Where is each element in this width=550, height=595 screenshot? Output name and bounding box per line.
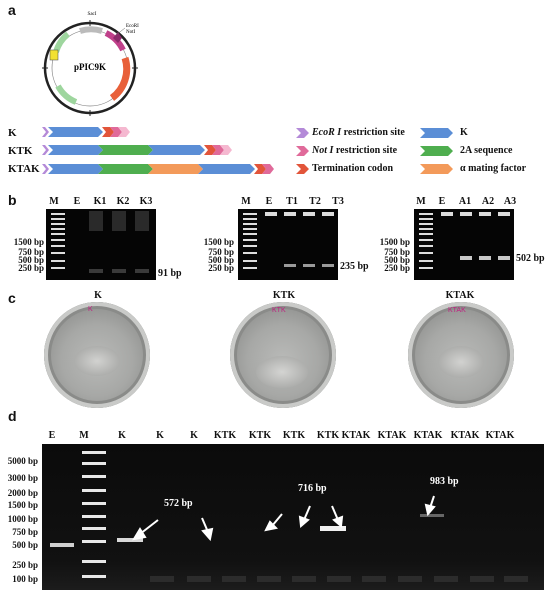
- lane-label: T3: [332, 196, 344, 207]
- ladder-label: 750 bp: [208, 247, 234, 257]
- lane-label: E: [438, 196, 446, 207]
- gel-d-lane-label: KTK: [213, 430, 237, 441]
- legend-2a: 2A sequence: [460, 145, 513, 156]
- legend-noti: Not I restriction site: [312, 145, 398, 156]
- ladder-label: 1500 bp: [7, 500, 38, 510]
- panel-a-label: a: [8, 2, 16, 18]
- legend-swatches-right: [420, 128, 453, 174]
- panel-d-label: d: [8, 408, 17, 424]
- gel-d-lane-label: KTK: [316, 430, 340, 441]
- lane-label: A3: [503, 196, 517, 207]
- legend-termination: Termination codon: [312, 163, 394, 174]
- legend-alpha: α mating factor: [460, 163, 527, 174]
- plate-mark: KTAK: [448, 307, 466, 314]
- ladder-label: 2000 bp: [7, 488, 38, 498]
- construct-ktk: [42, 145, 232, 155]
- ladder-label: 1500 bp: [203, 237, 234, 247]
- gel-d-lane-label: K: [156, 430, 164, 441]
- plate-label-ktak: KTAK: [445, 290, 475, 301]
- gel-d-lane-label: KTAK: [413, 430, 443, 441]
- construct-label-ktk: KTK: [8, 145, 33, 157]
- construct-label-k: K: [8, 127, 17, 139]
- panel-b-label: b: [8, 192, 17, 208]
- lane-label: T2: [309, 196, 321, 207]
- site-ecori: EcoRI: [126, 24, 139, 29]
- lane-label: E: [73, 196, 81, 207]
- construct-diagram: [42, 127, 274, 174]
- plate-ktak: KTAK: [408, 302, 514, 408]
- product-size-label: 235 bp: [340, 261, 369, 272]
- ladder-label: 5000 bp: [7, 456, 38, 466]
- ladder-label: 1500 bp: [13, 237, 44, 247]
- plasmid-name: pPIC9K: [74, 62, 106, 72]
- gel-d-lane-label: KTAK: [377, 430, 407, 441]
- lane-label: K1: [93, 196, 107, 207]
- band-label-572: 572 bp: [164, 498, 193, 509]
- plasmid-map: pPIC9K SacI EcoRI NotI: [42, 12, 139, 116]
- ladder-label: 500 bp: [208, 255, 234, 265]
- ladder-label: 250 bp: [384, 263, 410, 273]
- construct-label-ktak: KTAK: [8, 163, 40, 175]
- ladder-label: 100 bp: [12, 574, 38, 584]
- ladder-label: 750 bp: [12, 527, 38, 537]
- gel-d-lane-label: KTK: [248, 430, 272, 441]
- product-size-label: 91 bp: [158, 268, 182, 279]
- plate-k: K: [44, 302, 150, 408]
- ladder-label: 250 bp: [12, 560, 38, 570]
- ladder-label: 1500 bp: [379, 237, 410, 247]
- lane-label: A1: [458, 196, 472, 207]
- ladder-label: 250 bp: [208, 263, 234, 273]
- gel-d-lane-label: KTAK: [450, 430, 480, 441]
- plate-label-ktk: KTK: [272, 290, 296, 301]
- gel-d-lane-label: KTAK: [485, 430, 515, 441]
- legend-swatches-left: [296, 128, 309, 174]
- gel-d-lane-label: E: [48, 430, 56, 441]
- legend-ecori: EcoR I restriction site: [312, 127, 405, 138]
- gel-d-lane-label: M: [79, 430, 89, 441]
- product-size-label: 502 bp: [516, 253, 545, 264]
- gel-d-lane-label: K: [118, 430, 126, 441]
- ladder-label: 500 bp: [18, 255, 44, 265]
- plate-mark: KTK: [272, 307, 286, 314]
- site-noti: NotI: [126, 30, 136, 35]
- legend-k: K: [460, 127, 468, 138]
- ladder-label: 500 bp: [12, 540, 38, 550]
- ladder-label: 3000 bp: [7, 473, 38, 483]
- gel-d-lane-label: K: [190, 430, 198, 441]
- site-saci: SacI: [88, 12, 97, 17]
- lane-label: E: [265, 196, 273, 207]
- ladder-label: 750 bp: [18, 247, 44, 257]
- plate-mark: K: [88, 306, 93, 313]
- lane-label: K2: [116, 196, 130, 207]
- lane-label: K3: [139, 196, 153, 207]
- plate-label-k: K: [94, 290, 102, 301]
- construct-k: [42, 127, 130, 137]
- construct-ktak: [42, 164, 274, 174]
- band-label-983: 983 bp: [430, 476, 459, 487]
- panel-c-label: c: [8, 290, 16, 306]
- lane-label: M: [49, 196, 59, 207]
- ladder-label: 1000 bp: [7, 514, 38, 524]
- band-label-716: 716 bp: [298, 483, 327, 494]
- ladder-label: 750 bp: [384, 247, 410, 257]
- lane-label: A2: [481, 196, 495, 207]
- ladder-label: 250 bp: [18, 263, 44, 273]
- lane-label: M: [416, 196, 426, 207]
- gel-d-lane-label: KTAK: [341, 430, 371, 441]
- lane-label: T1: [286, 196, 298, 207]
- lane-label: M: [241, 196, 251, 207]
- ladder-label: 500 bp: [384, 255, 410, 265]
- gel-d-lane-label: KTK: [282, 430, 306, 441]
- plate-ktk: KTK: [230, 302, 336, 408]
